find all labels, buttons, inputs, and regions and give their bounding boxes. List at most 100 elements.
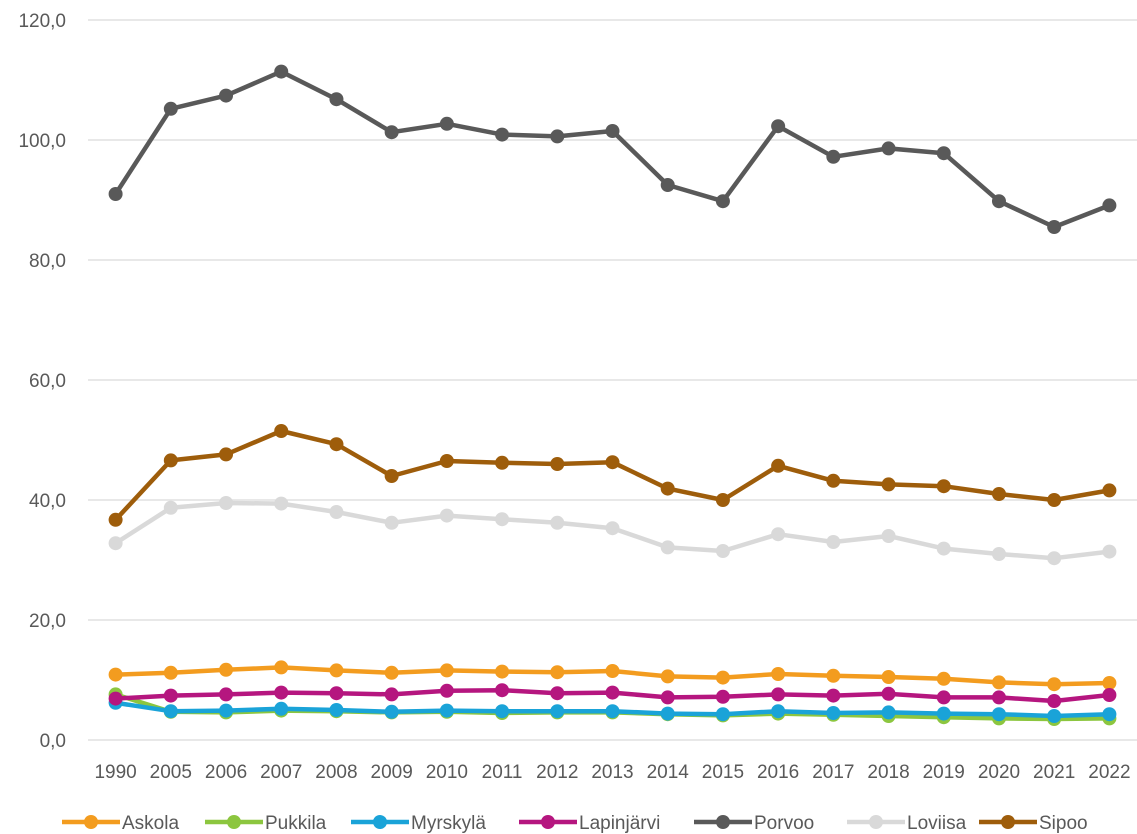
- data-point: [991, 487, 1006, 501]
- data-point: [274, 701, 289, 716]
- data-point: [495, 664, 510, 679]
- y-tick-label: 20,0: [29, 611, 66, 632]
- data-point: [384, 665, 399, 680]
- data-point: [550, 129, 565, 144]
- data-point: [1102, 483, 1117, 498]
- data-point: [1102, 198, 1117, 213]
- data-point: [771, 458, 786, 473]
- data-point: [771, 527, 786, 542]
- data-point: [550, 665, 565, 680]
- legend-label: Myrskylä: [411, 813, 486, 834]
- data-point: [660, 669, 675, 684]
- data-point: [1047, 493, 1062, 507]
- data-point: [108, 667, 123, 682]
- data-point: [826, 473, 841, 488]
- data-point: [108, 512, 123, 527]
- data-point: [1102, 688, 1117, 702]
- data-point: [660, 706, 675, 721]
- legend-marker: [716, 815, 730, 829]
- series-lapinjärvi: [108, 683, 1117, 708]
- y-tick-label: 100,0: [18, 131, 66, 152]
- data-point: [108, 691, 123, 706]
- legend-item-myrskylä: Myrskylä: [351, 813, 486, 834]
- data-point: [991, 690, 1006, 705]
- data-point: [936, 541, 951, 556]
- data-point: [605, 521, 620, 536]
- legend-marker: [227, 815, 241, 829]
- data-point: [550, 515, 565, 530]
- data-point: [991, 707, 1006, 722]
- x-tick-label: 2017: [812, 762, 854, 783]
- data-point: [991, 675, 1006, 690]
- legend-label: Askola: [122, 813, 179, 834]
- data-point: [715, 670, 730, 685]
- legend: Askola Pukkila Myrskylä Lapinjärvi Porvoo Lov…: [62, 813, 1088, 834]
- series-loviisa: [108, 496, 1117, 566]
- x-tick-label: 2010: [426, 762, 468, 783]
- x-tick-label: 2011: [482, 762, 523, 783]
- x-tick-label: 2008: [315, 762, 357, 783]
- data-point: [384, 125, 399, 140]
- x-tick-label: 2014: [647, 762, 690, 783]
- data-point: [495, 704, 510, 719]
- series-myrskylä: [108, 695, 1117, 723]
- x-tick-label: 2006: [205, 762, 247, 783]
- x-tick-label: 2019: [923, 762, 965, 783]
- y-tick-label: 0,0: [40, 731, 66, 752]
- x-tick-label: 2021: [1033, 762, 1075, 783]
- data-point: [1047, 709, 1062, 723]
- data-point: [274, 685, 289, 700]
- data-point: [771, 667, 786, 681]
- data-point: [495, 455, 510, 470]
- data-point: [384, 704, 399, 719]
- series-sipoo: [108, 424, 1117, 527]
- data-point: [219, 447, 234, 462]
- data-point: [715, 493, 730, 507]
- data-point: [605, 704, 620, 719]
- data-point: [329, 663, 344, 678]
- data-point: [219, 703, 234, 718]
- data-point: [936, 671, 951, 686]
- data-point: [660, 540, 675, 555]
- data-point: [439, 454, 454, 468]
- data-point: [936, 706, 951, 721]
- data-point: [439, 116, 454, 131]
- series-askola: [108, 660, 1117, 692]
- data-point: [274, 64, 289, 79]
- data-point: [439, 683, 454, 698]
- x-tick-label: 2013: [591, 762, 633, 783]
- legend-marker: [373, 815, 387, 829]
- data-point: [936, 690, 951, 705]
- data-point: [771, 704, 786, 719]
- series-lines: [108, 64, 1117, 726]
- x-tick-label: 2015: [702, 762, 744, 783]
- legend-label: Pukkila: [265, 813, 327, 834]
- data-point: [274, 424, 289, 438]
- data-point: [384, 687, 399, 702]
- data-point: [1102, 676, 1117, 690]
- legend-marker: [541, 815, 555, 829]
- data-point: [605, 685, 620, 700]
- data-point: [715, 194, 730, 209]
- y-tick-label: 60,0: [29, 371, 66, 392]
- data-point: [163, 688, 178, 703]
- x-tick-label: 2018: [867, 762, 909, 783]
- x-tick-label: 2016: [757, 762, 799, 783]
- data-point: [715, 707, 730, 722]
- data-point: [660, 690, 675, 705]
- data-point: [1102, 544, 1117, 559]
- legend-item-porvoo: Porvoo: [694, 813, 814, 834]
- x-tick-label: 2007: [260, 762, 302, 783]
- data-point: [163, 453, 178, 468]
- data-point: [163, 500, 178, 515]
- data-point: [936, 146, 951, 161]
- legend-item-askola: Askola: [62, 813, 179, 834]
- y-tick-label: 80,0: [29, 251, 66, 272]
- data-point: [1047, 677, 1062, 692]
- data-point: [163, 665, 178, 680]
- data-point: [991, 547, 1006, 561]
- legend-label: Porvoo: [754, 813, 814, 834]
- legend-marker: [869, 815, 883, 829]
- data-point: [771, 119, 786, 134]
